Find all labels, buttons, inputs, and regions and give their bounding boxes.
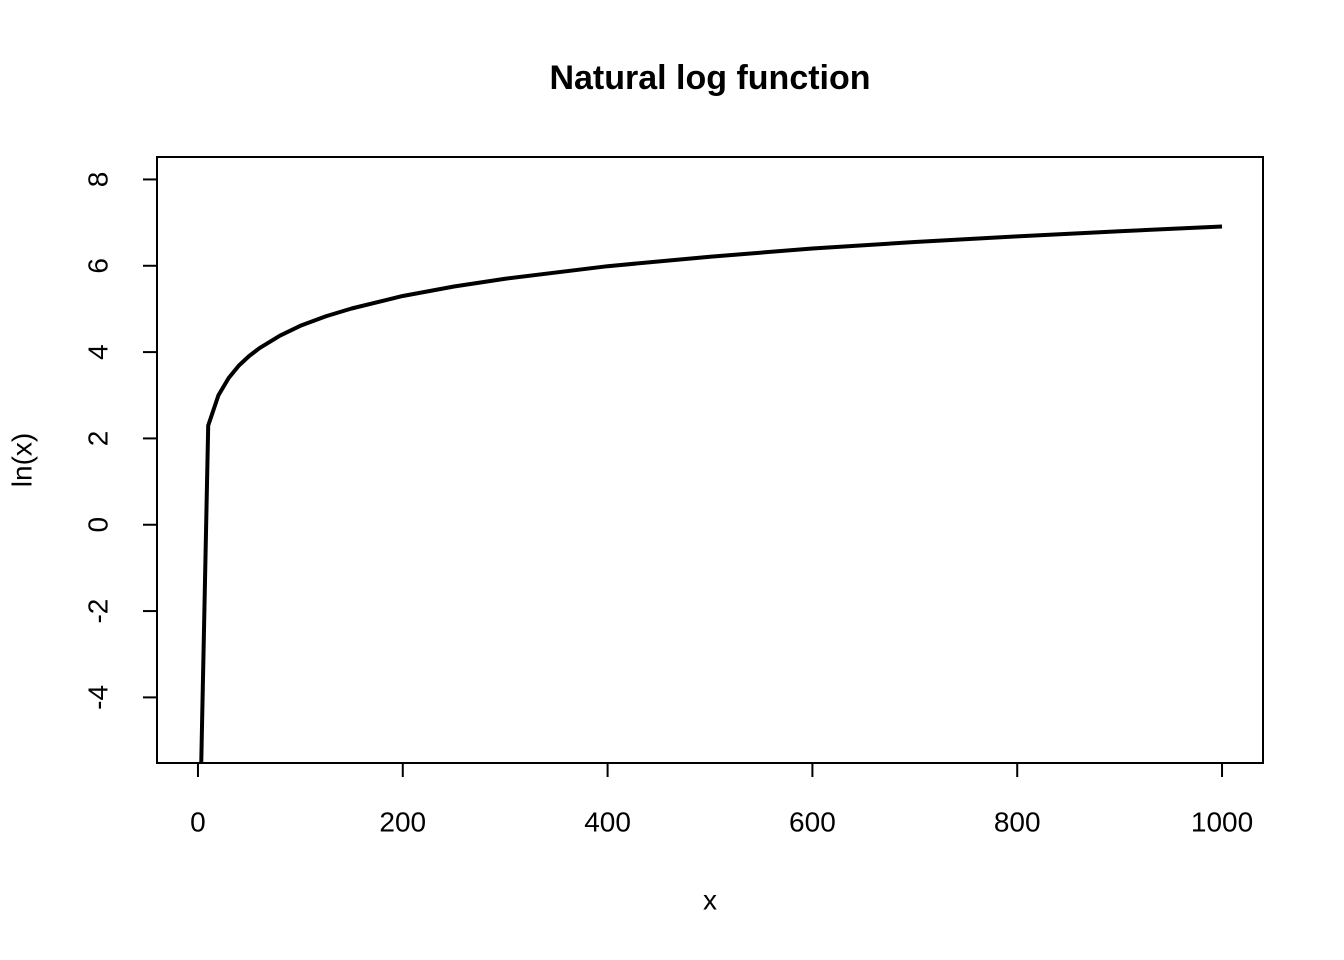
- y-tick-label: 0: [82, 517, 113, 533]
- x-tick-label: 0: [190, 806, 206, 837]
- line-series: [199, 224, 1223, 763]
- y-tick-label: 8: [82, 172, 113, 188]
- plot-frame: [156, 156, 1264, 764]
- y-axis-label: ln(x): [6, 433, 37, 487]
- x-tick-label: 600: [789, 806, 836, 837]
- y-tick-label: 4: [82, 344, 113, 360]
- x-axis-label: x: [703, 884, 717, 915]
- x-tick-label: 200: [379, 806, 426, 837]
- chart-title: Natural log function: [549, 59, 870, 97]
- x-tick-label: 800: [994, 806, 1041, 837]
- y-tick-label: -2: [82, 599, 113, 624]
- y-tick-label: -4: [82, 685, 113, 710]
- y-tick-label: 6: [82, 258, 113, 274]
- y-tick-label: 2: [82, 431, 113, 447]
- x-tick-label: 1000: [1191, 806, 1253, 837]
- x-tick-label: 400: [584, 806, 631, 837]
